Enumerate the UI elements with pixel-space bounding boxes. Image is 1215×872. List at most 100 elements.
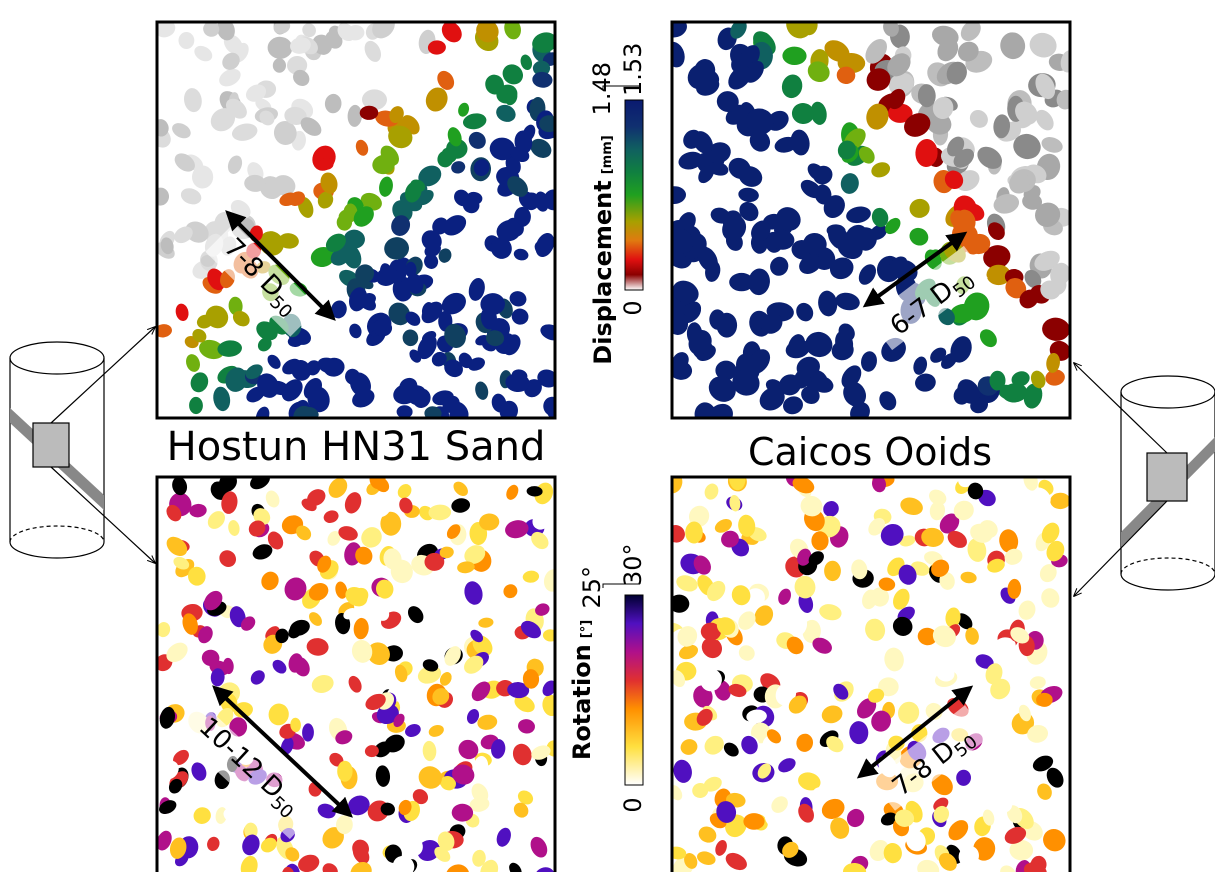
grain (502, 334, 521, 356)
grain (535, 232, 555, 258)
grain (443, 215, 467, 236)
grain (327, 531, 341, 546)
grain (542, 680, 555, 697)
grain (728, 683, 747, 698)
grain (362, 89, 387, 111)
grain (184, 88, 202, 113)
grain (404, 181, 422, 203)
grain (514, 130, 533, 154)
grain (388, 125, 413, 149)
grain (440, 776, 456, 791)
grain (248, 520, 266, 537)
grain (451, 498, 471, 513)
grain (198, 626, 213, 644)
grain (796, 302, 814, 322)
grain (227, 155, 243, 174)
grain (364, 745, 379, 758)
grain (192, 328, 207, 343)
grain (490, 237, 512, 259)
grain (504, 22, 521, 40)
grain (540, 324, 555, 341)
grain (207, 268, 226, 291)
grain (324, 93, 342, 114)
grain (1046, 352, 1060, 373)
grain (801, 386, 820, 404)
grain (1014, 776, 1032, 797)
grain (716, 801, 737, 823)
grain (797, 548, 812, 566)
grain (1029, 676, 1046, 689)
grain (336, 214, 353, 231)
grain (786, 22, 813, 39)
grain (189, 396, 203, 415)
grain (929, 501, 946, 521)
grain (432, 217, 449, 235)
grain (757, 763, 772, 779)
grain (1050, 492, 1070, 510)
grain (760, 313, 783, 334)
grain (394, 664, 408, 683)
grain (897, 482, 916, 498)
grain (532, 510, 551, 530)
grain (444, 359, 463, 378)
grain (267, 36, 293, 59)
grain (1013, 133, 1041, 160)
grain (696, 708, 713, 726)
grain (201, 649, 220, 667)
grain (345, 586, 368, 607)
grain (792, 477, 815, 494)
grain (1039, 564, 1057, 583)
grain (353, 617, 369, 640)
grain (464, 655, 484, 674)
grain (244, 822, 258, 839)
grain (917, 84, 936, 108)
grain (190, 372, 209, 393)
grain (537, 369, 555, 388)
grain (345, 368, 361, 385)
grain (191, 165, 214, 189)
grain (360, 192, 382, 211)
grain (505, 90, 518, 106)
grain (862, 804, 878, 820)
grain (505, 520, 529, 539)
grain (725, 852, 747, 871)
grain (393, 713, 405, 728)
grain (917, 627, 938, 646)
grain (444, 323, 466, 348)
grain (207, 836, 220, 851)
grain (539, 115, 555, 133)
grain (741, 735, 758, 755)
grain (967, 794, 983, 811)
grain (1037, 783, 1052, 800)
grain (451, 803, 474, 822)
grain (900, 497, 923, 516)
grain (831, 340, 854, 361)
grain (244, 174, 266, 192)
grain (375, 579, 394, 599)
grain (458, 102, 470, 117)
grain (865, 38, 887, 64)
grain (402, 329, 419, 347)
grain (1024, 269, 1042, 289)
grain (676, 807, 696, 823)
grain (999, 529, 1019, 553)
grain (309, 612, 322, 626)
grain (418, 766, 442, 789)
grain (1007, 805, 1023, 824)
grain (372, 154, 395, 175)
grain (1041, 588, 1060, 608)
grain (1011, 371, 1030, 387)
grain (805, 331, 833, 358)
grain (421, 330, 437, 343)
grain (993, 193, 1020, 214)
grain (210, 108, 236, 132)
grain (932, 625, 956, 648)
grain (302, 23, 316, 38)
grain (485, 330, 505, 347)
grain (783, 396, 803, 415)
grain (458, 352, 473, 369)
grain (317, 191, 334, 209)
grain (989, 370, 1006, 391)
grain (997, 384, 1018, 401)
grain (187, 566, 206, 586)
